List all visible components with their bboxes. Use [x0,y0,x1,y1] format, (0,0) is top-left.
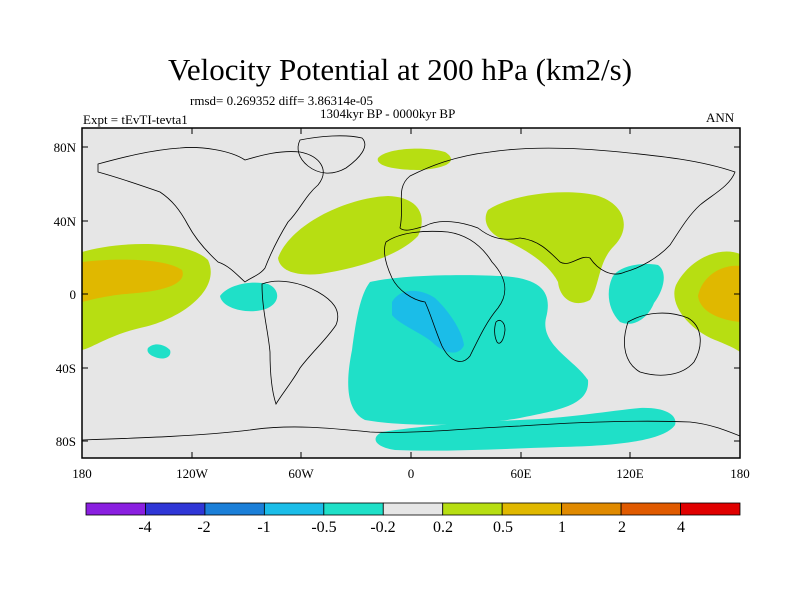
season-text: ANN [706,110,735,125]
colorbar-swatch [323,502,384,516]
coast-africa [384,230,506,362]
colorbar-swatch [263,502,325,516]
coast-south-america [261,280,339,405]
south-atlantic-negative-core [392,290,464,353]
lat-label-40s: 40S [56,361,76,376]
coast-madagascar [494,320,506,344]
colorbar-label: 0.5 [493,519,513,536]
lon-label-60w: 60W [288,466,314,481]
coast-north-america [97,147,324,283]
atlantic-positive [278,196,422,275]
coastlines [81,135,741,441]
experiment-text: Expt = tEvTI-tevta1 [83,112,188,127]
southern-ocean-negative [375,407,676,451]
lon-label-0: 0 [408,466,415,481]
lat-label-40n: 40N [54,214,77,229]
arctic-positive [377,148,452,170]
colorbar-swatch [561,502,622,516]
colorbar-label: 4 [677,519,685,536]
colorbar-swatch [620,502,681,516]
colorbar-label: -4 [138,519,152,536]
asia-positive [485,192,624,304]
colorbar-label: 0.2 [433,519,453,536]
coast-antarctica [81,420,741,441]
lat-label-80n: 80N [54,140,77,155]
south-pacific-negative-small [147,344,171,359]
axes: 80N 40N 0 40S 80S 180 120W 60W 0 60E 120… [54,128,750,481]
lon-label-120w: 120W [176,466,209,481]
lon-label-120e: 120E [616,466,644,481]
stats-text: rmsd= 0.269352 diff= 3.86314e-05 [190,93,374,108]
lon-label-180e: 180 [730,466,750,481]
colorbar-label: -0.2 [370,519,396,536]
colorbar-swatch [382,502,444,516]
colorbar-swatch [501,502,563,516]
central-pacific-core-east [698,265,740,322]
lat-label-0: 0 [70,287,77,302]
colorbar [85,502,741,516]
coast-australia [624,312,701,376]
plot-title: Velocity Potential at 200 hPa (km2/s) [167,52,633,87]
positive-core-fields [82,259,740,322]
lon-label-60e: 60E [511,466,532,481]
colorbar-swatch [145,502,206,516]
colorbar-swatch [442,502,503,516]
colorbar-swatch [204,502,265,516]
colorbar-label: -0.5 [311,519,337,536]
colorbar-label: -1 [257,519,271,536]
lon-label-180w: 180 [72,466,92,481]
colorbar-swatch [680,502,741,516]
maritime-continent-negative [608,264,664,324]
colorbar-label: 2 [618,519,626,536]
coast-eurasia [399,147,736,275]
longitude-ticks: 180 120W 60W 0 60E 120E 180 [72,128,750,481]
latitude-ticks: 80N 40N 0 40S 80S [54,140,740,449]
colorbar-swatch [85,502,146,516]
lat-label-80s: 80S [56,434,76,449]
map-panel [81,127,741,459]
colorbar-label: -2 [197,519,211,536]
colorbar-label: 1 [558,519,566,536]
period-text: 1304kyr BP - 0000kyr BP [320,106,456,121]
coast-greenland [297,135,366,174]
central-pacific-core-west [82,259,183,302]
